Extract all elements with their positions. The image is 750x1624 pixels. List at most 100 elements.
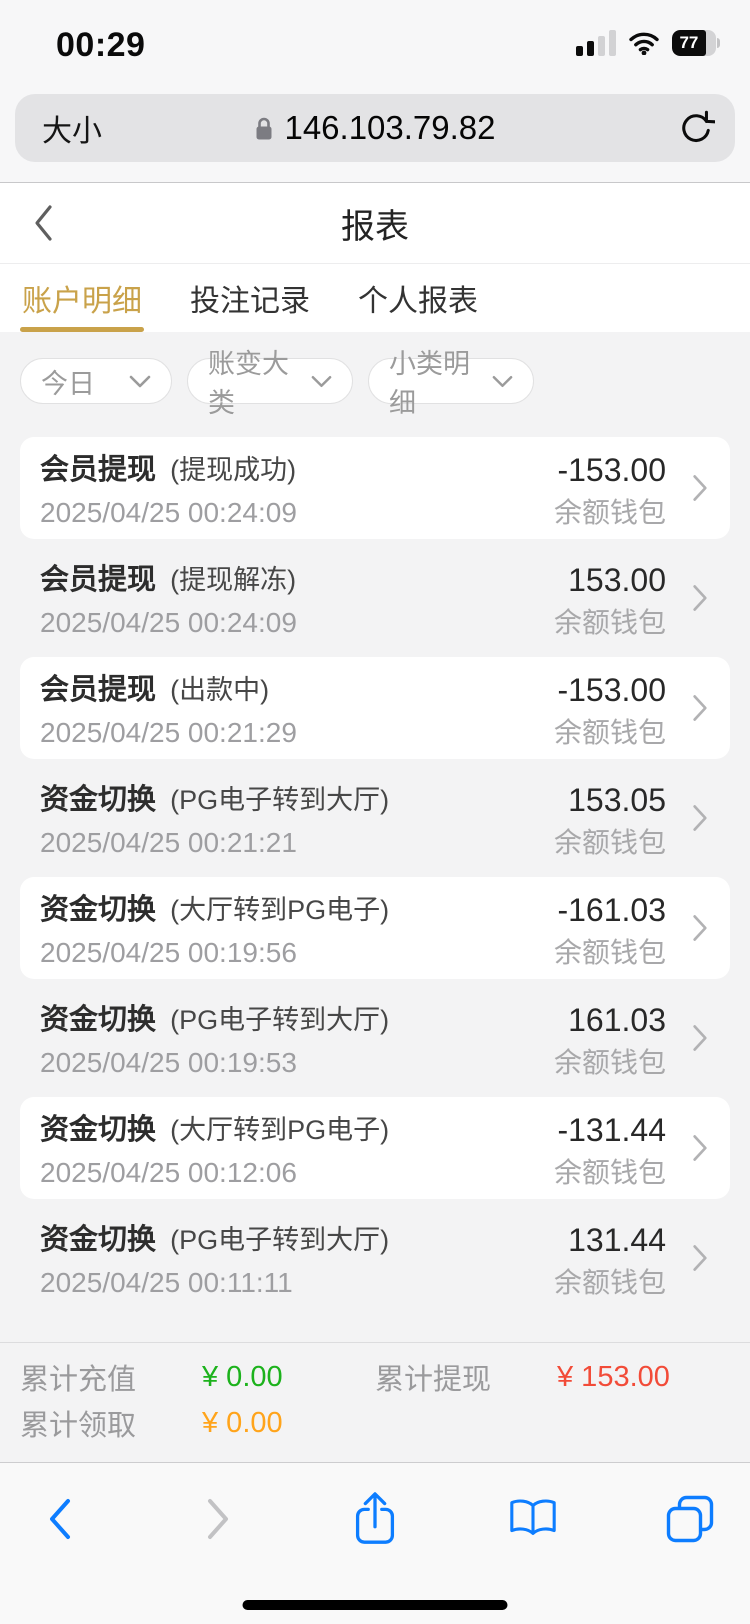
filter-category-label: 账变大类 [208, 349, 289, 418]
content-area: 今日 账变大类 小类明细 会员提现 [0, 332, 750, 1462]
transaction-info: 会员提现 (出款中) 2025/04/25 00:21:29 [40, 672, 297, 750]
chevron-right-icon [693, 1245, 707, 1271]
transaction-row[interactable]: 资金切换 (大厅转到PG电子) 2025/04/25 00:19:56 -161… [20, 877, 730, 979]
transaction-info: 资金切换 (大厅转到PG电子) 2025/04/25 00:19:56 [40, 892, 389, 970]
transaction-detail: (提现解冻) [170, 565, 297, 595]
share-button[interactable] [349, 1491, 401, 1547]
transaction-amount: 153.05 [568, 782, 666, 818]
browser-forward-button[interactable] [192, 1491, 244, 1547]
transaction-wallet: 余额钱包 [553, 1047, 666, 1078]
chevron-right-icon [693, 475, 707, 501]
transaction-amount: 131.44 [568, 1222, 666, 1258]
share-icon [355, 1492, 395, 1544]
chevron-down-icon [129, 375, 151, 387]
summary-recharge-value: ¥ 0.00 [202, 1360, 283, 1393]
chevron-right-icon [693, 915, 707, 941]
chevron-right-icon [207, 1499, 228, 1539]
transaction-row[interactable]: 资金切换 (PG电子转到大厅) 2025/04/25 00:11:11 131.… [20, 1207, 730, 1309]
chevron-right-icon [693, 805, 707, 831]
transaction-list: 会员提现 (提现成功) 2025/04/25 00:24:09 -153.00 … [0, 427, 750, 1317]
transaction-wallet: 余额钱包 [553, 827, 666, 858]
address-bar[interactable]: 大小 146.103.79.82 [15, 94, 735, 162]
transaction-wallet: 余额钱包 [553, 1267, 666, 1298]
transaction-values: 131.44 余额钱包 [554, 1222, 666, 1300]
chevron-right-icon [693, 695, 707, 721]
summary-recharge-label: 累计充值 [20, 1364, 137, 1396]
url-display: 146.103.79.82 [15, 94, 735, 162]
transaction-info: 会员提现 (提现成功) 2025/04/25 00:24:09 [40, 452, 297, 530]
transaction-wallet: 余额钱包 [553, 1157, 666, 1188]
transaction-type: 资金切换 [40, 894, 157, 926]
tab-account-detail[interactable]: 账户明细 [20, 264, 144, 332]
transaction-type: 资金切换 [40, 1004, 157, 1036]
summary-row-1: 累计充值 ¥ 0.00 累计提现 ¥ 153.00 [20, 1358, 730, 1397]
status-time: 00:29 [56, 26, 146, 64]
transaction-values: 153.05 余额钱包 [554, 782, 666, 860]
page-header: 报表 [0, 183, 750, 264]
tab-bet-records[interactable]: 投注记录 [190, 285, 310, 318]
transaction-detail: (提现成功) [170, 455, 297, 485]
text-size-button[interactable]: 大小 [42, 115, 102, 148]
chevron-down-icon [311, 375, 332, 387]
transaction-timestamp: 2025/04/25 00:12:06 [40, 1157, 297, 1188]
filter-date-dropdown[interactable]: 今日 [20, 358, 172, 404]
battery-percent: 77 [679, 33, 699, 52]
summary-withdraw-value: ¥ 153.00 [557, 1360, 670, 1393]
safari-url-row: 大小 146.103.79.82 [0, 90, 750, 182]
transaction-row[interactable]: 会员提现 (提现成功) 2025/04/25 00:24:09 -153.00 … [20, 437, 730, 539]
transaction-row[interactable]: 会员提现 (出款中) 2025/04/25 00:21:29 -153.00 余… [20, 657, 730, 759]
back-button[interactable] [24, 183, 62, 263]
transaction-amount: -161.03 [557, 892, 666, 928]
chevron-left-icon [50, 1499, 70, 1539]
chevron-right-icon [693, 1025, 707, 1051]
transaction-wallet: 余额钱包 [553, 717, 666, 748]
transaction-timestamp: 2025/04/25 00:24:09 [40, 497, 297, 528]
transaction-row[interactable]: 资金切换 (大厅转到PG电子) 2025/04/25 00:12:06 -131… [20, 1097, 730, 1199]
transaction-detail: (出款中) [170, 675, 270, 705]
status-icons: 77 [576, 30, 720, 56]
summary-row-2: 累计领取 ¥ 0.00 [20, 1404, 730, 1443]
transaction-type: 会员提现 [40, 674, 157, 706]
chevron-down-icon [492, 375, 513, 387]
transaction-amount: 153.00 [568, 562, 666, 598]
filter-date-label: 今日 [41, 368, 95, 399]
transaction-amount: 161.03 [568, 1002, 666, 1038]
transaction-row[interactable]: 资金切换 (PG电子转到大厅) 2025/04/25 00:21:21 153.… [20, 767, 730, 869]
filter-subcategory-dropdown[interactable]: 小类明细 [368, 349, 534, 418]
transaction-detail: (PG电子转到大厅) [170, 785, 390, 815]
tab-bar: 账户明细 投注记录 个人报表 [0, 264, 750, 332]
tabs-button[interactable] [664, 1491, 716, 1547]
transaction-info: 资金切换 (PG电子转到大厅) 2025/04/25 00:19:53 [40, 1002, 389, 1080]
filter-subcategory-label: 小类明细 [389, 349, 470, 418]
transaction-values: 153.00 余额钱包 [554, 562, 666, 640]
transaction-detail: (PG电子转到大厅) [170, 1225, 390, 1255]
transaction-values: 161.03 余额钱包 [554, 1002, 666, 1080]
tabs-overview-icon [666, 1495, 714, 1543]
wifi-icon [629, 32, 659, 55]
status-bar: 00:29 77 [0, 0, 750, 90]
transaction-values: -131.44 余额钱包 [554, 1112, 666, 1190]
home-indicator[interactable] [242, 1600, 508, 1610]
transaction-detail: (大厅转到PG电子) [170, 1115, 390, 1145]
transaction-values: -153.00 余额钱包 [554, 672, 666, 750]
transaction-type: 资金切换 [40, 784, 157, 816]
transaction-row[interactable]: 会员提现 (提现解冻) 2025/04/25 00:24:09 153.00 余… [20, 547, 730, 649]
transaction-row[interactable]: 资金切换 (PG电子转到大厅) 2025/04/25 00:19:53 161.… [20, 987, 730, 1089]
page-title: 报表 [341, 207, 409, 246]
transaction-info: 资金切换 (大厅转到PG电子) 2025/04/25 00:12:06 [40, 1112, 389, 1190]
transaction-amount: -153.00 [557, 672, 666, 708]
summary-bar: 累计充值 ¥ 0.00 累计提现 ¥ 153.00 累计领取 ¥ 0.00 [0, 1342, 750, 1462]
tab-personal-report[interactable]: 个人报表 [358, 285, 478, 318]
bookmarks-button[interactable] [507, 1491, 559, 1547]
transaction-info: 资金切换 (PG电子转到大厅) 2025/04/25 00:11:11 [40, 1222, 389, 1300]
transaction-type: 资金切换 [40, 1224, 157, 1256]
transaction-type: 资金切换 [40, 1114, 157, 1146]
reload-button[interactable] [677, 94, 715, 162]
transaction-values: -161.03 余额钱包 [554, 892, 666, 970]
transaction-detail: (PG电子转到大厅) [170, 1005, 390, 1035]
summary-claim-label: 累计领取 [20, 1410, 137, 1442]
browser-back-button[interactable] [34, 1491, 86, 1547]
transaction-detail: (大厅转到PG电子) [170, 895, 390, 925]
filter-category-dropdown[interactable]: 账变大类 [187, 349, 353, 418]
